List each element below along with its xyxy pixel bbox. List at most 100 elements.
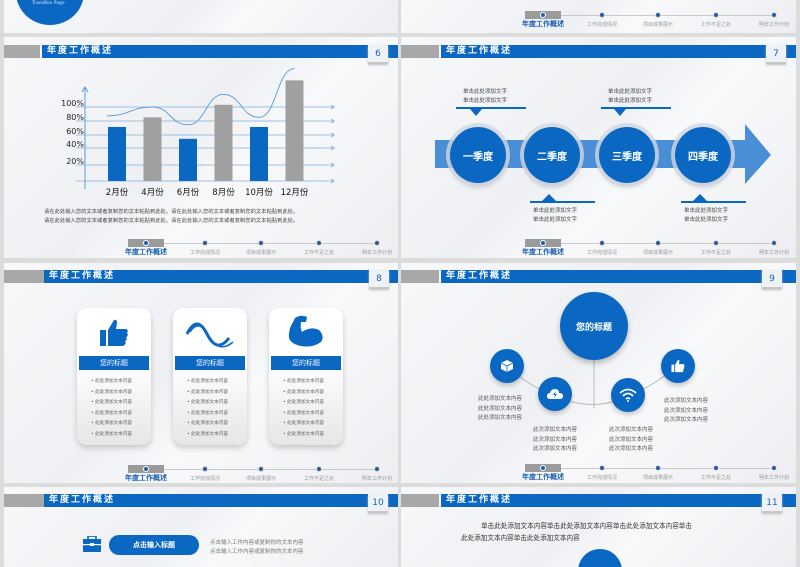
card-list-item: • 此处添加文本内容 bbox=[91, 421, 132, 427]
nav-item-1[interactable]: 年度工作概述 bbox=[125, 474, 167, 482]
callout-2-pointer bbox=[542, 194, 556, 201]
callout-2-line-2: 单击此处添加文字 bbox=[533, 217, 578, 223]
nav-item-2[interactable]: 工作完成情况 bbox=[586, 475, 618, 481]
x-tick-label: 8月份 bbox=[212, 187, 235, 197]
header-gray-block bbox=[401, 45, 439, 58]
nav-dot-1[interactable] bbox=[540, 12, 546, 18]
card-2[interactable]: 您的标题 • 此处添加文本内容 • 此处添加文本内容 • 此处添加文本内容 • 此处添… bbox=[173, 308, 247, 445]
slide-8[interactable]: 年度工作概述 8 您的标题 • 此处添加文本内容 • 此处添加文本内容 • 此处添加… bbox=[4, 263, 398, 483]
quarter-circle-1[interactable]: 一季度 bbox=[450, 127, 506, 183]
nav-item-4[interactable]: 工作不足之处 bbox=[700, 250, 732, 256]
caption-line-1: 请在此处输入您的文本或者复制您的文本粘贴到此处。请在此处输入您的文本或者复制您的… bbox=[44, 209, 299, 215]
nav-dot-4[interactable] bbox=[316, 240, 322, 246]
nav-dot-1[interactable] bbox=[540, 465, 546, 471]
nav-dot-5[interactable] bbox=[374, 240, 380, 246]
quarter-circle-4[interactable]: 四季度 bbox=[675, 127, 731, 183]
y-axis-arrow bbox=[81, 86, 89, 93]
nav-item-3[interactable]: 项目成果展示 bbox=[245, 250, 277, 256]
x-tick-label: 4月份 bbox=[141, 187, 164, 197]
nav-dot-3[interactable] bbox=[258, 466, 264, 472]
slide-7[interactable]: 年度工作概述 7 一季度 二季度 三季度 四季度 单击此处添加文字 单击此处添加… bbox=[401, 37, 796, 258]
thumbs-up-icon[interactable] bbox=[661, 349, 695, 383]
nav-dot-4[interactable] bbox=[713, 240, 719, 246]
wifi-icon[interactable] bbox=[611, 378, 645, 412]
gridline-arrow bbox=[330, 178, 335, 184]
slide-10[interactable]: 年度工作概述 10 点击输入标题 点击输入工作内容或复制你的文本内容 点击输入工… bbox=[4, 487, 398, 567]
nav-item-3[interactable]: 项目成果展示 bbox=[642, 250, 674, 256]
nav-dot-1[interactable] bbox=[143, 466, 149, 472]
box-icon[interactable] bbox=[490, 349, 524, 383]
header-gray-block bbox=[4, 270, 44, 283]
nav-dot-2[interactable] bbox=[599, 12, 605, 18]
nav-dot-5[interactable] bbox=[771, 465, 777, 471]
nav-dot-3[interactable] bbox=[655, 240, 661, 246]
nav-dot-5[interactable] bbox=[771, 240, 777, 246]
nav-item-3[interactable]: 项目成果展示 bbox=[245, 476, 277, 482]
nav-dot-4[interactable] bbox=[713, 12, 719, 18]
nav-item-1[interactable]: 年度工作概述 bbox=[522, 248, 564, 256]
quarter-circle-3[interactable]: 三季度 bbox=[599, 127, 655, 183]
nav-item-4[interactable]: 工作不足之处 bbox=[700, 475, 732, 481]
slide-9[interactable]: 年度工作概述 9 您的标题 此处添加文本内容 此处添加文本内容 此处添加文本内容 此… bbox=[401, 263, 796, 483]
gridline-arrow bbox=[330, 145, 335, 151]
nav-item-2[interactable]: 工作完成情况 bbox=[586, 22, 618, 28]
gridline-arrow bbox=[330, 104, 335, 110]
nav-item-1[interactable]: 年度工作概述 bbox=[125, 248, 167, 256]
nav-dot-2[interactable] bbox=[599, 465, 605, 471]
nav-dot-4[interactable] bbox=[316, 466, 322, 472]
nav-dot-3[interactable] bbox=[258, 240, 264, 246]
callout-2-line-1: 单击此处添加文字 bbox=[533, 208, 578, 214]
nav-dot-2[interactable] bbox=[202, 466, 208, 472]
text-group-center-left: 此次添加文本内容 此次添加文本内容 此次添加文本内容 bbox=[533, 426, 577, 455]
slide-5-right-partial[interactable]: 年度工作概述 工作完成情况 项目成果展示 工作不足之处 明年工作计划 bbox=[401, 0, 796, 33]
nav-item-2[interactable]: 工作完成情况 bbox=[586, 250, 618, 256]
nav-item-3[interactable]: 项目成果展示 bbox=[642, 22, 674, 28]
card-list-item: • 此处添加文本内容 bbox=[187, 410, 228, 416]
nav-item-4[interactable]: 工作不足之处 bbox=[303, 476, 335, 482]
nav-item-2[interactable]: 工作完成情况 bbox=[189, 476, 221, 482]
nav-item-3[interactable]: 项目成果展示 bbox=[642, 475, 674, 481]
gridline-arrow bbox=[330, 132, 335, 138]
nav-dot-1[interactable] bbox=[143, 240, 149, 246]
text-group-left: 此处添加文本内容 此处添加文本内容 此处添加文本内容 bbox=[478, 395, 522, 424]
text-line: 此处添加文本内容 bbox=[478, 415, 523, 421]
slide-title: 年度工作概述 bbox=[42, 45, 398, 58]
nav-dot-4[interactable] bbox=[713, 465, 719, 471]
cloud-lightning-icon[interactable] bbox=[538, 377, 572, 411]
slide-11[interactable]: 年度工作概述 11 单击此处添加文本内容单击此处添加文本内容单击此处添加文本内容… bbox=[401, 487, 796, 567]
card-list-item: • 此处添加文本内容 bbox=[91, 432, 132, 437]
nav-dot-5[interactable] bbox=[771, 12, 777, 18]
slide-5-left-partial[interactable]: TransBox Page bbox=[4, 0, 398, 33]
text-line: 此次添加文本内容 bbox=[609, 436, 654, 443]
nav-item-2[interactable]: 工作完成情况 bbox=[189, 250, 221, 256]
center-title-circle[interactable]: 您的标题 bbox=[560, 292, 628, 360]
input-title-button[interactable]: 点击输入标题 bbox=[109, 535, 199, 555]
card-1[interactable]: 您的标题 • 此处添加文本内容 • 此处添加文本内容 • 此处添加文本内容 • 此处添… bbox=[77, 308, 151, 445]
nav-dot-5[interactable] bbox=[374, 466, 380, 472]
nav-item-5[interactable]: 明年工作计划 bbox=[758, 22, 790, 28]
header-gray-block bbox=[4, 45, 40, 58]
nav-dot-1[interactable] bbox=[540, 240, 546, 246]
nav-item-5[interactable]: 明年工作计划 bbox=[758, 475, 790, 481]
gridline-arrow bbox=[330, 118, 335, 124]
nav-item-5[interactable]: 明年工作计划 bbox=[361, 476, 393, 482]
nav-item-5[interactable]: 明年工作计划 bbox=[758, 250, 790, 256]
nav-item-5[interactable]: 明年工作计划 bbox=[361, 250, 393, 256]
nav-dot-2[interactable] bbox=[202, 240, 208, 246]
nav-item-1[interactable]: 年度工作概述 bbox=[522, 20, 564, 28]
nav-dot-2[interactable] bbox=[599, 240, 605, 246]
caption-line-2: 请在此处输入您的文本或者复制您的文本粘贴到此处。请在此处输入您的文本或者复制您的… bbox=[44, 218, 299, 224]
slide-6[interactable]: 年度工作概述 6 20% 40% 60% 80% 100% 2月份 4月份 6月份 8月份 10月… bbox=[4, 37, 398, 258]
quarter-circle-2[interactable]: 二季度 bbox=[524, 127, 580, 183]
wave-icon bbox=[185, 322, 234, 348]
nav-dot-3[interactable] bbox=[655, 465, 661, 471]
nav-dot-3[interactable] bbox=[655, 12, 661, 18]
gridline-arrow bbox=[330, 162, 335, 168]
card-3[interactable]: 您的标题 • 此处添加文本内容 • 此处添加文本内容 • 此处添加文本内容 • 此处添… bbox=[269, 308, 343, 445]
slide-title: 年度工作概述 bbox=[441, 494, 796, 507]
nav-item-1[interactable]: 年度工作概述 bbox=[522, 473, 564, 481]
nav-item-4[interactable]: 工作不足之处 bbox=[700, 22, 732, 28]
callout-1-line-2: 单击此处添加文字 bbox=[463, 98, 508, 104]
card-title: 您的标题 bbox=[79, 356, 149, 370]
nav-item-4[interactable]: 工作不足之处 bbox=[303, 250, 335, 256]
